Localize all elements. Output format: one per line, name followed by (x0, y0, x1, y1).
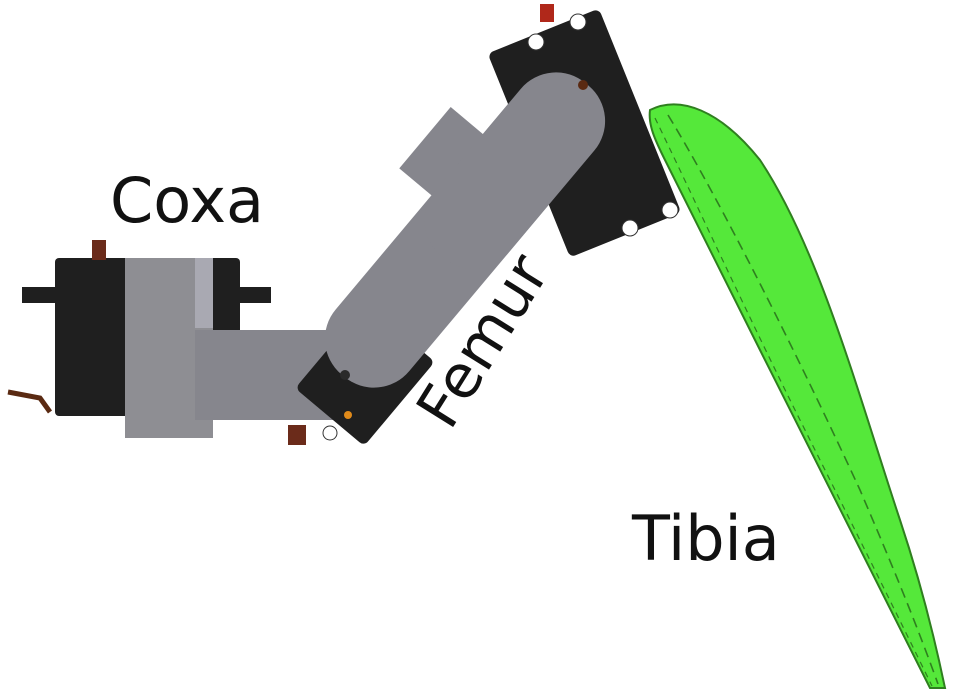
coxa-bracket-edge (195, 258, 213, 328)
tibia-bolt-4 (661, 201, 679, 219)
femur-bolt-1 (322, 425, 338, 441)
tibia-bolt-3 (621, 219, 639, 237)
tibia-servo-spline (540, 4, 554, 22)
coxa-servo-tab-right (235, 287, 271, 303)
tibia-bolt-1 (527, 33, 545, 51)
tibia-shape (648, 103, 947, 689)
coxa-label: Coxa (110, 164, 264, 237)
femur-lower-pivot (340, 370, 350, 380)
femur-link-top-overlay (424, 72, 606, 269)
femur-bolt-2 (344, 411, 352, 419)
femur-link-boss (399, 107, 488, 200)
tibia-centerline (667, 114, 939, 685)
tibia-edge-line (654, 117, 933, 687)
coxa-servo-tab-left (22, 287, 58, 303)
coxa-assembly (7, 240, 360, 438)
tibia-segment (648, 103, 947, 689)
femur-upper-pivot-top (578, 80, 588, 90)
femur-lower-spline (288, 425, 306, 445)
tibia-label: Tibia (631, 502, 780, 575)
coxa-servo-spline (92, 240, 106, 260)
tibia-bolt-2 (569, 13, 587, 31)
coxa-servo-wire (7, 389, 53, 414)
